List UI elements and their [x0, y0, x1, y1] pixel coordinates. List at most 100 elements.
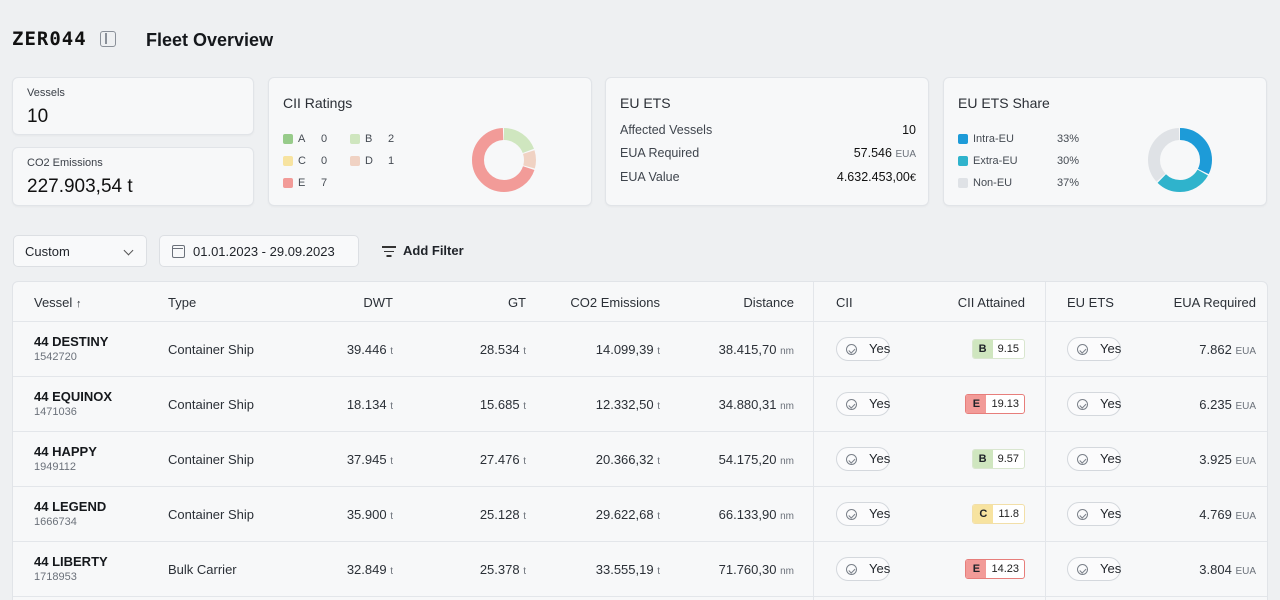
vessel-distance: 38.415,70 nm — [718, 342, 794, 357]
legend-letter: B — [365, 133, 373, 145]
cii-slice-e — [472, 128, 536, 192]
vessel-name[interactable]: 44 EQUINOX — [34, 389, 113, 404]
col-co2[interactable]: CO2 Emissions — [570, 295, 660, 310]
check-circle-icon — [1077, 344, 1088, 355]
cii-slice-b — [472, 128, 536, 192]
legend-label: Non-EU — [973, 177, 1013, 189]
cii-attained-chip: E 19.13 — [965, 394, 1025, 414]
check-circle-icon — [1077, 454, 1088, 465]
col-cii[interactable]: CII — [836, 295, 853, 310]
vessel-distance: 66.133,90 nm — [718, 507, 794, 522]
calendar-icon — [172, 245, 185, 258]
cii-rating-value: 9.15 — [997, 343, 1019, 355]
legend-percent: 37% — [1057, 177, 1080, 189]
legend-letter: E — [298, 177, 306, 189]
vessel-name[interactable]: 44 DESTINY — [34, 334, 109, 349]
co2-card: CO2 Emissions 227.903,54 t — [12, 147, 254, 206]
vessel-eua-required: 3.925 EUA — [1199, 452, 1256, 467]
vessels-label: Vessels — [27, 87, 65, 99]
add-filter-button[interactable]: Add Filter — [382, 243, 464, 259]
col-eu-ets[interactable]: EU ETS — [1067, 295, 1114, 310]
ets-share-donut-chart — [1148, 128, 1212, 192]
eu-ets-card: EU ETS Affected Vessels 10 EUA Required … — [605, 77, 929, 206]
vessel-dwt: 35.900 t — [346, 507, 393, 522]
cii-rating-value: 14.23 — [991, 563, 1019, 575]
check-circle-icon — [846, 454, 857, 465]
cii-rating-letter: B — [972, 340, 993, 358]
table-row[interactable]: 44 HAPPY 1949112 Container Ship 37.945 t 27.… — [13, 432, 1267, 487]
table-row[interactable]: 44 EQUINOX 1471036 Container Ship 18.134 t 1… — [13, 377, 1267, 432]
col-vessel[interactable]: Vessel ↑ — [34, 295, 82, 310]
cii-attained-chip: B 9.57 — [971, 449, 1025, 469]
cii-yes-badge: Yes — [836, 447, 890, 471]
ets-eua-required-value: 57.546 — [853, 146, 892, 160]
cii-yes-badge: Yes — [836, 502, 890, 526]
vessel-imo: 1666734 — [34, 516, 77, 528]
share-legend-item-intra-eu: Intra-EU 33% — [958, 132, 1098, 146]
ets-affected-vessels: Affected Vessels 10 — [620, 123, 916, 139]
table-row[interactable]: 44 LEGEND 1666734 Container Ship 35.900 t 25… — [13, 487, 1267, 542]
vessel-name[interactable]: 44 LIBERTY — [34, 554, 108, 569]
vessel-name[interactable]: 44 HAPPY — [34, 444, 97, 459]
vessel-dwt: 18.134 t — [346, 397, 393, 412]
vessel-co2: 33.555,19 t — [595, 562, 660, 577]
legend-percent: 30% — [1057, 155, 1080, 167]
ets-eua-required: EUA Required 57.546 EUA — [620, 146, 916, 162]
col-dwt[interactable]: DWT — [363, 295, 393, 310]
vessel-dwt: 32.849 t — [346, 562, 393, 577]
vessel-type: Container Ship — [168, 507, 254, 522]
eu-ets-yes-badge: Yes — [1067, 337, 1121, 361]
col-gt[interactable]: GT — [507, 295, 526, 310]
col-type[interactable]: Type — [168, 295, 197, 310]
cii-slice-d — [472, 128, 536, 192]
share-slice-intra-eu — [1148, 128, 1212, 192]
vessel-co2: 20.366,32 t — [595, 452, 660, 467]
vessel-type: Container Ship — [168, 452, 254, 467]
co2-value: 227.903,54 t — [27, 176, 133, 197]
check-circle-icon — [846, 509, 857, 520]
date-preset-select[interactable]: Custom — [13, 235, 147, 267]
vessel-name[interactable]: 44 LEGEND — [34, 499, 107, 514]
cii-rating-letter: E — [966, 395, 987, 413]
col-distance[interactable]: Distance — [743, 295, 794, 310]
check-circle-icon — [846, 344, 857, 355]
cii-rating-letter: E — [966, 560, 987, 578]
vessel-imo: 1471036 — [34, 406, 77, 418]
share-legend-item-extra-eu: Extra-EU 30% — [958, 154, 1098, 168]
ets-eua-unit: EUA — [895, 149, 916, 160]
cii-attained-chip: B 9.15 — [971, 339, 1025, 359]
sort-ascending-icon: ↑ — [75, 298, 82, 310]
legend-count: 7 — [321, 177, 328, 189]
vessel-type: Bulk Carrier — [168, 562, 237, 577]
col-cii-attained[interactable]: CII Attained — [957, 295, 1025, 310]
col-eua-required[interactable]: EUA Required — [1173, 295, 1256, 310]
vessel-gt: 25.128 t — [479, 507, 526, 522]
legend-label: Intra-EU — [973, 133, 1014, 145]
table-row[interactable]: 44 DESTINY 1542720 Container Ship 39.446 t 2… — [13, 322, 1267, 377]
legend-swatch — [283, 134, 293, 144]
vessel-distance: 34.880,31 nm — [718, 397, 794, 412]
date-range-picker[interactable]: 01.01.2023 - 29.09.2023 — [159, 235, 359, 267]
app-logo[interactable]: ZER044 — [12, 28, 87, 50]
vessel-imo: 1718953 — [34, 571, 77, 583]
vessel-dwt: 39.446 t — [346, 342, 393, 357]
vessel-eua-required: 7.862 EUA — [1199, 342, 1256, 357]
vessel-dwt: 37.945 t — [346, 452, 393, 467]
date-range-value: 01.01.2023 - 29.09.2023 — [193, 244, 335, 259]
legend-percent: 33% — [1057, 133, 1080, 145]
legend-swatch — [283, 178, 293, 188]
share-slice-extra-eu — [1148, 128, 1212, 192]
ets-eua-value-amount: 4.632.453,00 — [836, 170, 910, 184]
vessel-imo: 1542720 — [34, 351, 77, 363]
cii-yes-badge: Yes — [836, 392, 890, 416]
table-row[interactable]: 44 LIBERTY 1718953 Bulk Carrier 32.849 t 25.… — [13, 542, 1267, 597]
vessel-distance: 71.760,30 nm — [718, 562, 794, 577]
cii-rating-letter: B — [972, 450, 993, 468]
sidebar-toggle-icon[interactable] — [100, 31, 116, 47]
